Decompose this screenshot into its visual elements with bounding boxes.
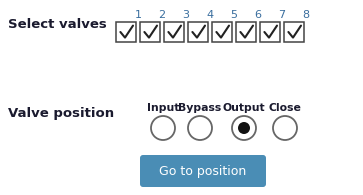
- Bar: [212, 22, 232, 42]
- Bar: [284, 22, 304, 42]
- Bar: [140, 22, 160, 42]
- Text: 1: 1: [135, 10, 142, 20]
- Text: Output: Output: [223, 103, 265, 113]
- Text: 3: 3: [183, 10, 189, 20]
- Bar: [188, 22, 208, 42]
- Circle shape: [273, 116, 297, 140]
- Circle shape: [238, 122, 250, 134]
- Text: Go to position: Go to position: [159, 165, 246, 177]
- Circle shape: [188, 116, 212, 140]
- Text: Bypass: Bypass: [178, 103, 222, 113]
- Circle shape: [151, 116, 175, 140]
- Text: 6: 6: [254, 10, 261, 20]
- Bar: [116, 22, 136, 42]
- Text: 8: 8: [302, 10, 310, 20]
- FancyBboxPatch shape: [140, 155, 266, 187]
- Circle shape: [232, 116, 256, 140]
- Text: Close: Close: [269, 103, 301, 113]
- Text: Select valves: Select valves: [8, 18, 107, 31]
- Text: 7: 7: [278, 10, 286, 20]
- Text: Input: Input: [147, 103, 179, 113]
- Bar: [164, 22, 184, 42]
- Text: 2: 2: [158, 10, 166, 20]
- Bar: [236, 22, 256, 42]
- Bar: [260, 22, 280, 42]
- Text: 5: 5: [231, 10, 237, 20]
- Text: Valve position: Valve position: [8, 107, 114, 120]
- Text: 4: 4: [207, 10, 213, 20]
